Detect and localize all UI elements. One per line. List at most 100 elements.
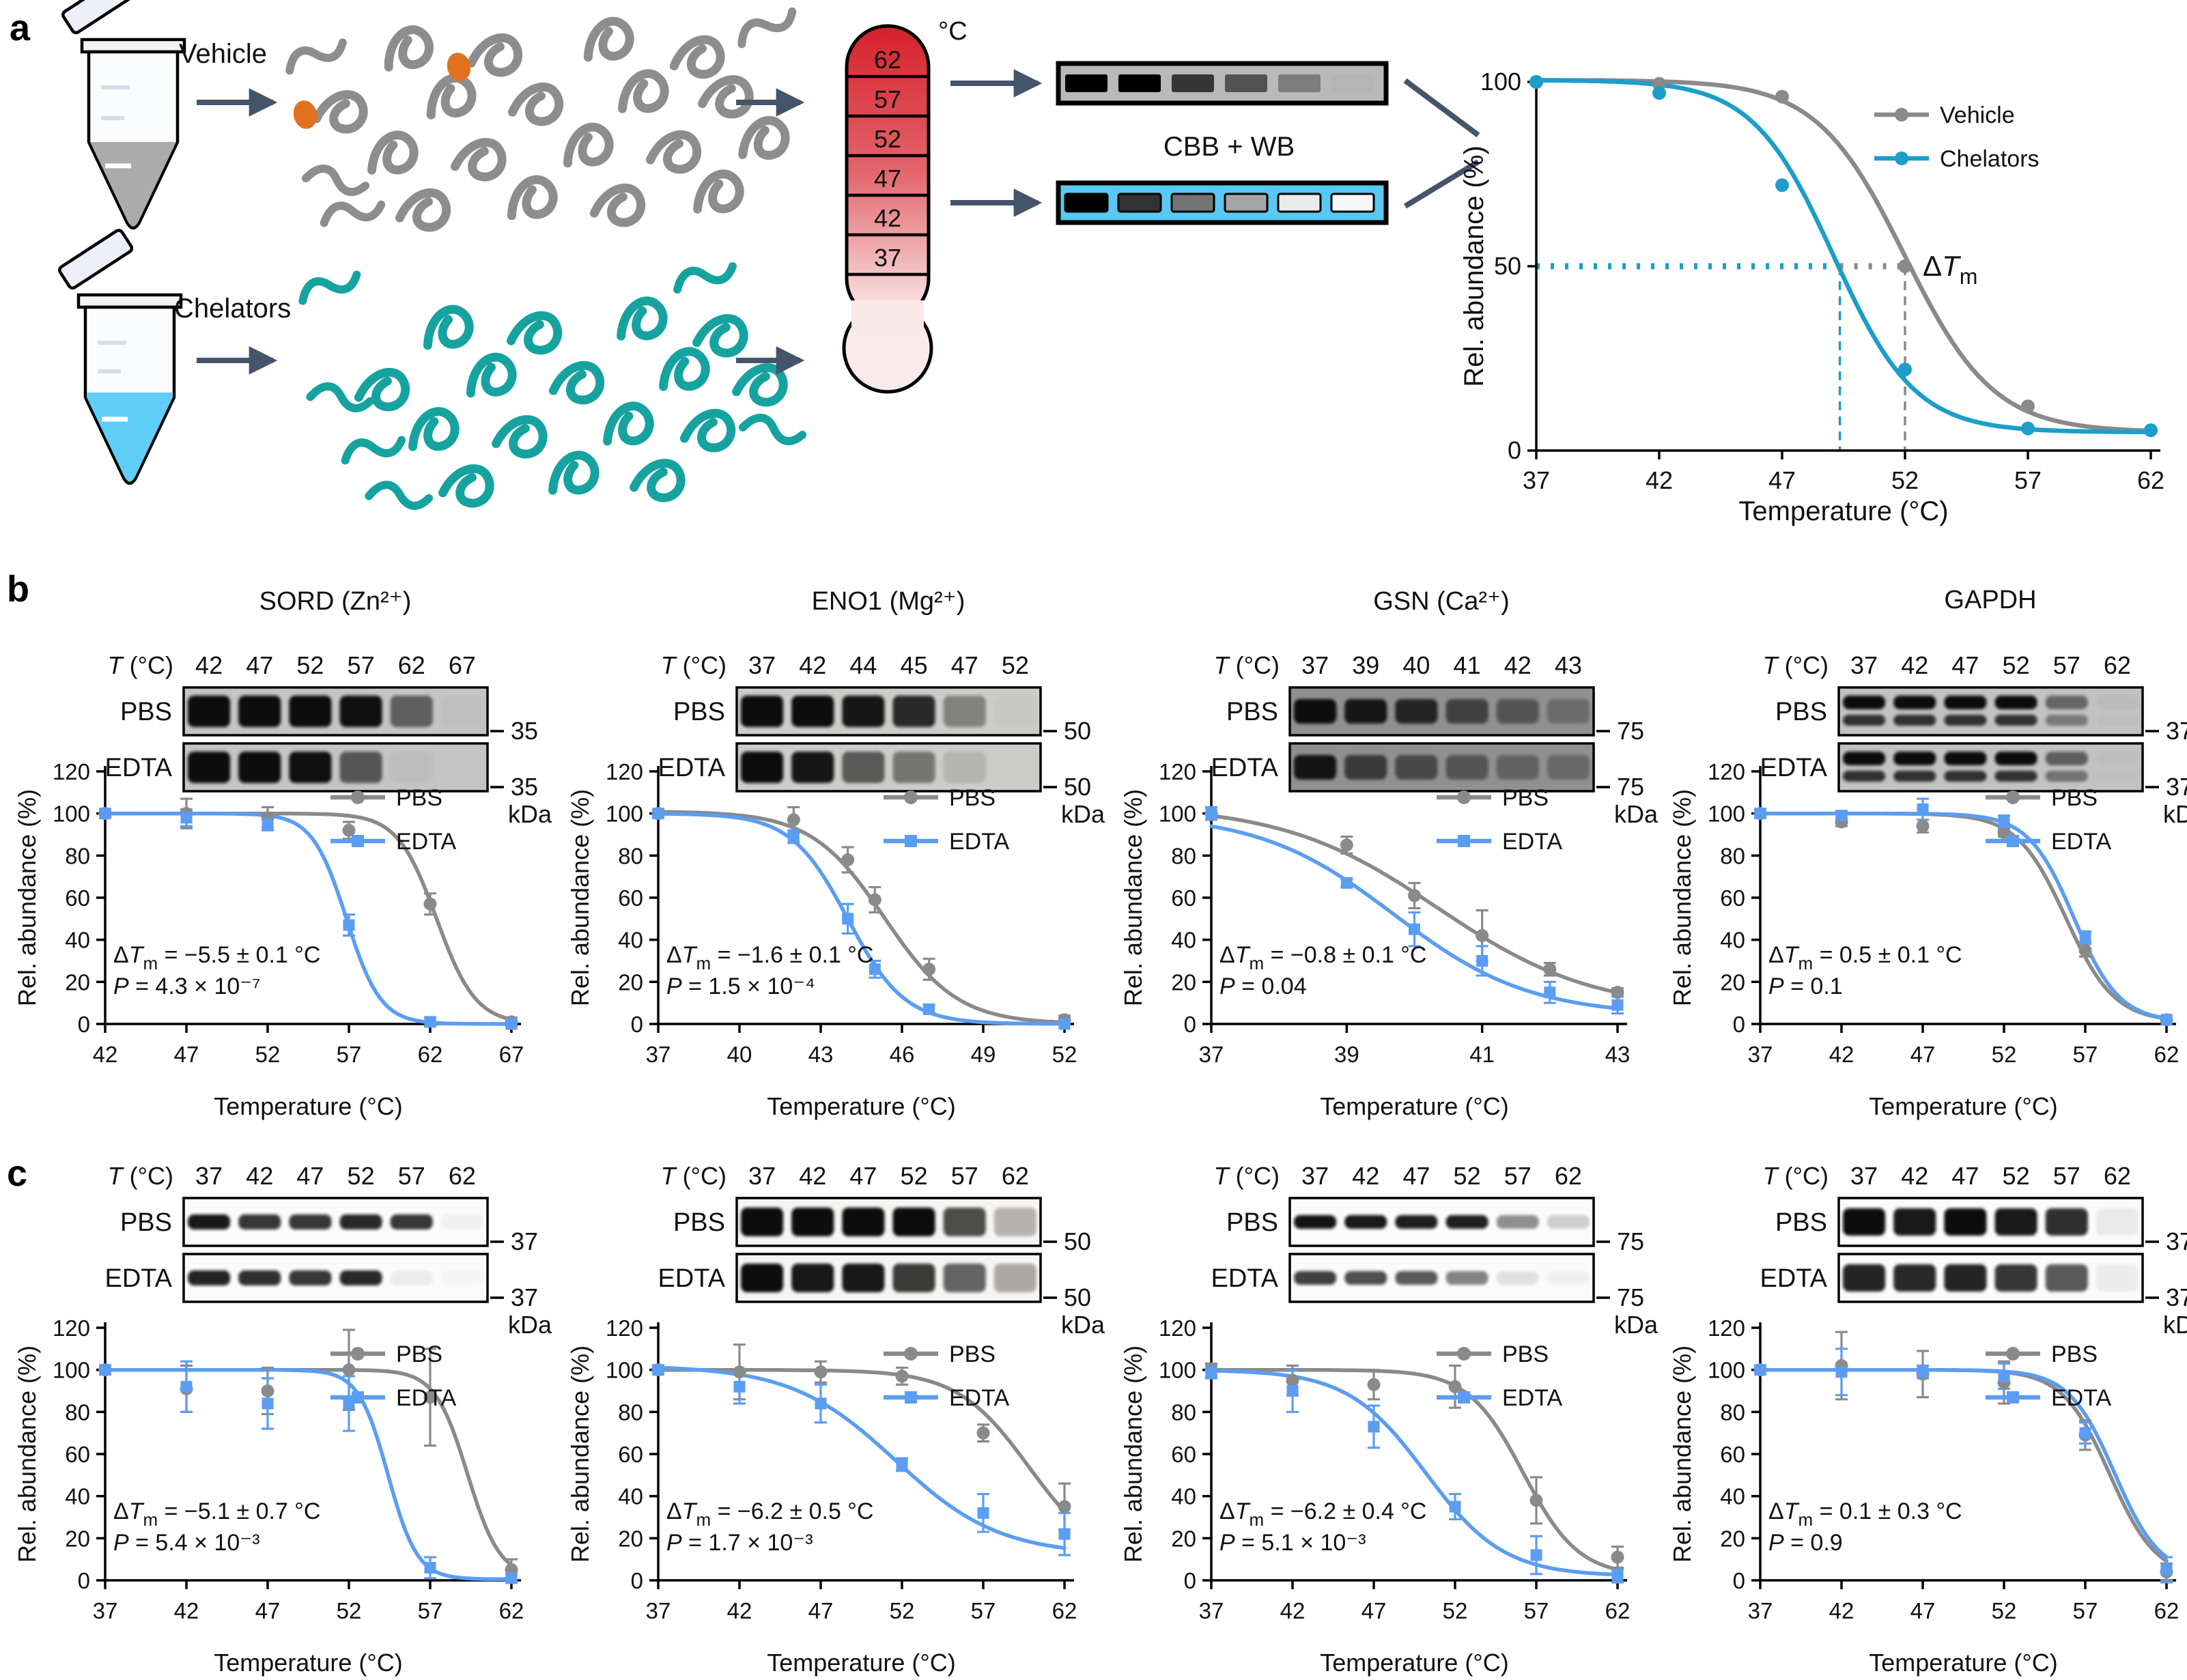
- lane-temp-label: 47: [296, 1162, 324, 1190]
- y-tick-label: 120: [606, 1315, 643, 1341]
- stats-line: P = 5.1 × 10⁻³: [1219, 1530, 1366, 1556]
- protein-squiggle: [315, 89, 367, 132]
- mw-marker-label: 35: [511, 773, 538, 801]
- blot-band: [1395, 699, 1438, 724]
- x-tick-label: 39: [1334, 1042, 1359, 1067]
- data-point-square: [1205, 1366, 1217, 1378]
- data-point-circle: [1476, 929, 1489, 942]
- data-point-square: [2160, 1014, 2173, 1026]
- blot-band: [1893, 1208, 1936, 1236]
- metal-ion-dot: [293, 100, 318, 129]
- mw-marker-label: 50: [1064, 1227, 1091, 1255]
- data-point-circle: [261, 1384, 274, 1397]
- x-tick-label: 52: [337, 1598, 362, 1623]
- row-label-edta: EDTA: [1760, 1264, 1827, 1293]
- lane-temp-label: 57: [2053, 1162, 2080, 1190]
- x-tick-label: 47: [1361, 1598, 1387, 1623]
- lane-temp-label: 37: [1301, 1162, 1329, 1190]
- blot-band: [2096, 1208, 2139, 1236]
- protein-tail: [369, 482, 430, 508]
- blot-band: [390, 696, 433, 727]
- blot-band: [2096, 696, 2139, 709]
- protein-squiggle: [399, 188, 449, 230]
- vehicle-tube: Vehicle: [61, 0, 267, 230]
- y-tick-label: 60: [618, 885, 643, 911]
- legend-marker: [1895, 152, 1908, 165]
- blot-band: [1994, 771, 2037, 782]
- data-point-square: [180, 812, 193, 824]
- x-tick-label: 62: [499, 1598, 524, 1623]
- blot-band: [943, 752, 986, 783]
- y-tick-label: 20: [1171, 969, 1196, 995]
- blot-band: [1496, 1215, 1539, 1229]
- legend-marker: [352, 1391, 364, 1404]
- blot-band: [289, 1214, 332, 1229]
- stats-line: P = 0.1: [1768, 973, 1843, 999]
- data-point-square: [896, 1458, 908, 1470]
- kda-label: kDa: [1061, 800, 1105, 828]
- legend-marker: [2007, 835, 2019, 847]
- blot-strip-edta: [1288, 1253, 1595, 1303]
- blot-strip-pbs: [735, 1197, 1042, 1247]
- x-tick-label: 52: [1992, 1042, 2017, 1067]
- protein-tail: [322, 199, 383, 225]
- protein-squiggle: [649, 130, 699, 172]
- x-axis-label: Temperature (°C): [767, 1649, 955, 1677]
- y-tick-label: 60: [65, 885, 90, 911]
- data-point-square: [1058, 1528, 1071, 1540]
- y-tick-label: 20: [618, 1526, 643, 1551]
- data-point-square: [733, 1380, 746, 1393]
- y-tick-label: 120: [1159, 1315, 1196, 1341]
- protein-squiggle: [548, 453, 597, 495]
- lane-temp-label: 45: [901, 651, 928, 679]
- curve-EDTA: [656, 812, 1067, 1026]
- blot-band: [1445, 699, 1488, 724]
- row-label-edta: EDTA: [1760, 754, 1827, 782]
- data-point-circle: [814, 1365, 828, 1379]
- y-tick-label: 100: [1708, 801, 1745, 827]
- data-point-square: [1544, 986, 1556, 999]
- blot-band: [1344, 699, 1387, 724]
- data-point-square: [505, 1572, 518, 1584]
- blot-band: [943, 1264, 986, 1292]
- legend-marker: [2006, 791, 2020, 804]
- blot-band: [289, 696, 332, 727]
- x-tick-label: 47: [1768, 466, 1796, 494]
- mw-marker-label: 50: [1064, 1283, 1091, 1311]
- protein-squiggle: [495, 414, 546, 457]
- data-point-circle: [2078, 943, 2092, 957]
- lane-temp-label: 37: [748, 651, 776, 679]
- blot-band: [1496, 755, 1539, 780]
- blot-band: [1944, 696, 1987, 709]
- blot-band: [2045, 696, 2088, 709]
- data-point-square: [1611, 999, 1624, 1011]
- gel-lane-band: [1118, 74, 1161, 92]
- lane-temp-label: 42: [246, 1162, 273, 1190]
- lane-temp-label: 42: [799, 651, 826, 679]
- y-tick-label: 0: [1184, 1568, 1196, 1593]
- y-tick-label: 80: [65, 843, 90, 868]
- x-tick-label: 52: [1443, 1598, 1468, 1623]
- data-point-circle: [1286, 1373, 1299, 1387]
- chart-c1: 37 42 47 52 57 62 0 20 40 60 80 100 120 Temperature (…: [13, 1315, 524, 1677]
- blot-band: [1893, 1264, 1936, 1292]
- y-tick-label: 20: [1720, 969, 1745, 995]
- blot-band: [993, 1208, 1036, 1236]
- y-tick-label: 20: [65, 969, 90, 995]
- curve-EDTA: [1209, 1369, 1620, 1577]
- legend-label: Vehicle: [1940, 102, 2015, 128]
- x-tick-label: 47: [808, 1598, 834, 1623]
- delta-tm-annotation: ΔTm: [1923, 250, 1977, 289]
- chart-c3: 37 42 47 52 57 62 0 20 40 60 80 100 120 Temperature (…: [1119, 1315, 1630, 1677]
- blot-band: [1893, 696, 1936, 709]
- protein-squiggle: [510, 311, 560, 353]
- lane-temp-label: 40: [1402, 651, 1430, 679]
- data-point-circle: [841, 853, 855, 866]
- y-tick-label: 20: [1171, 1526, 1196, 1551]
- y-tick-label: 0: [1508, 436, 1521, 464]
- gel-lane-band: [1278, 74, 1321, 92]
- lane-temp-label: 39: [1352, 651, 1379, 679]
